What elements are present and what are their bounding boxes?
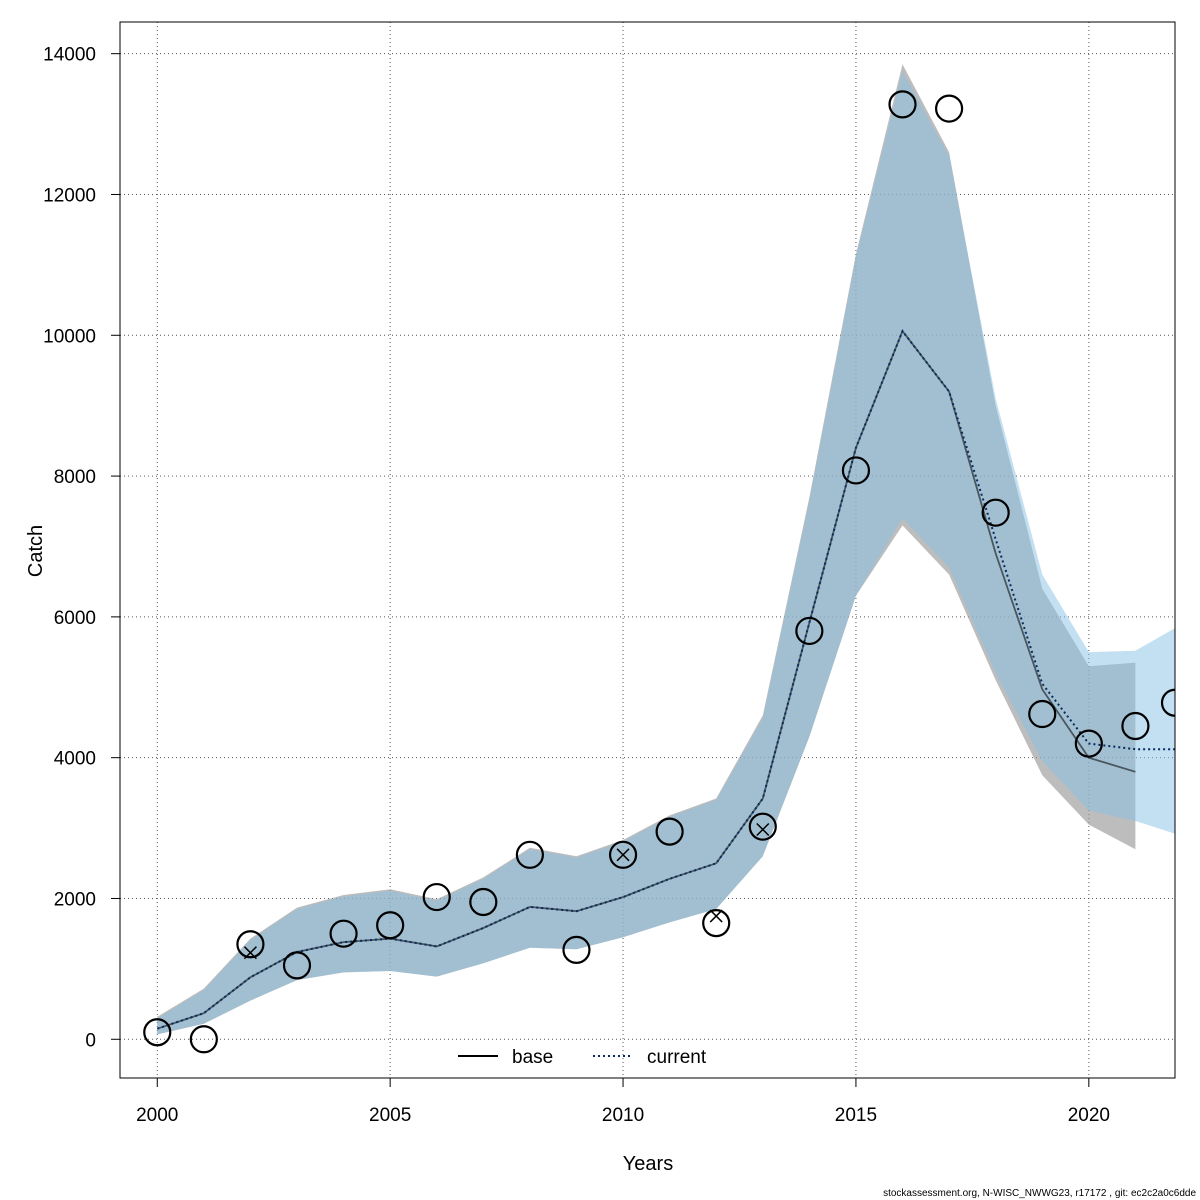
observation-point — [376, 911, 405, 940]
y-tick-label: 6000 — [54, 608, 96, 629]
observation-point — [795, 616, 824, 646]
y-tick-label: 0 — [85, 1030, 96, 1051]
line-base — [157, 329, 1136, 1030]
observation-points — [143, 90, 1175, 1054]
observation-point — [329, 919, 358, 948]
observation-point — [1028, 699, 1057, 729]
observation-point — [748, 812, 777, 841]
observation-point — [143, 1018, 172, 1047]
footer-credit: stockassessment.org, N-WISC_NWWG23, r171… — [883, 1188, 1196, 1199]
observation-point — [608, 840, 638, 869]
legend-current-label: current — [647, 1047, 707, 1068]
x-tick-label: 2020 — [1068, 1105, 1110, 1126]
x-tick-label: 2010 — [602, 1105, 644, 1126]
observation-point — [934, 94, 964, 123]
series-lines — [156, 329, 1175, 1030]
observation-point — [655, 817, 684, 846]
observation-point — [562, 935, 591, 964]
cross-marker — [709, 909, 723, 923]
cross-marker — [616, 848, 630, 862]
observation-point — [981, 498, 1010, 527]
observation-point — [841, 456, 871, 485]
observation-point — [702, 909, 731, 938]
observation-point — [469, 887, 498, 917]
observation-point — [236, 930, 265, 959]
y-tick-label: 12000 — [43, 185, 96, 206]
y-tick-label: 4000 — [54, 749, 96, 770]
band-current — [157, 71, 1175, 1035]
y-tick-label: 2000 — [54, 889, 96, 910]
x-tick-label: 2005 — [369, 1105, 411, 1126]
y-tick-label: 10000 — [43, 326, 96, 347]
x-tick-label: 2015 — [835, 1105, 877, 1126]
confidence-bands — [157, 64, 1175, 1035]
x-tick-label: 2000 — [136, 1105, 178, 1126]
y-tick-label: 14000 — [43, 45, 96, 66]
y-tick-label: 8000 — [54, 467, 96, 488]
y-axis-title: Catch — [25, 525, 47, 577]
observation-point — [1074, 729, 1103, 758]
axes: 2000 2005 2010 2015 2020 0 2000 4000 6000 8000 100… — [43, 45, 1110, 1126]
x-axis-title: Years — [623, 1153, 673, 1175]
observation-point — [515, 840, 544, 869]
observation-point — [1160, 688, 1175, 717]
observation-point — [282, 951, 312, 980]
observation-point — [422, 882, 451, 912]
legend-base-label: base — [512, 1047, 553, 1068]
observation-point — [888, 90, 917, 119]
legend: base current — [458, 1047, 707, 1068]
cross-marker — [756, 822, 770, 837]
observation-point — [189, 1025, 218, 1054]
cross-marker — [243, 946, 257, 960]
observation-point — [1121, 711, 1150, 741]
